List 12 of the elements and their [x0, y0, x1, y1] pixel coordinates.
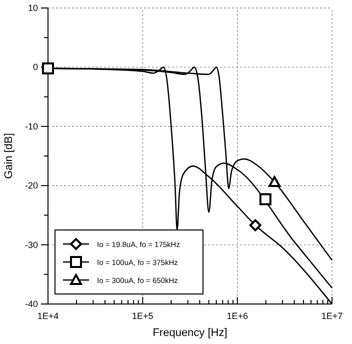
x-tick-label: 1E+6 — [226, 311, 248, 321]
y-tick-label: 0 — [32, 62, 38, 72]
y-tick-label: -20 — [24, 180, 38, 191]
x-tick-label: 1E+7 — [321, 311, 343, 321]
x-tick-label: 1E+4 — [37, 311, 59, 321]
x-tick-label: 1E+5 — [132, 311, 154, 321]
y-tick-label: -10 — [24, 121, 38, 132]
y-tick-label: -40 — [24, 299, 38, 309]
y-tick-label: 10 — [28, 3, 38, 13]
y-axis-title: Gain [dB] — [3, 133, 15, 179]
x-axis-title: Frequency [Hz] — [152, 327, 228, 339]
y-tick-label: -30 — [24, 240, 38, 250]
